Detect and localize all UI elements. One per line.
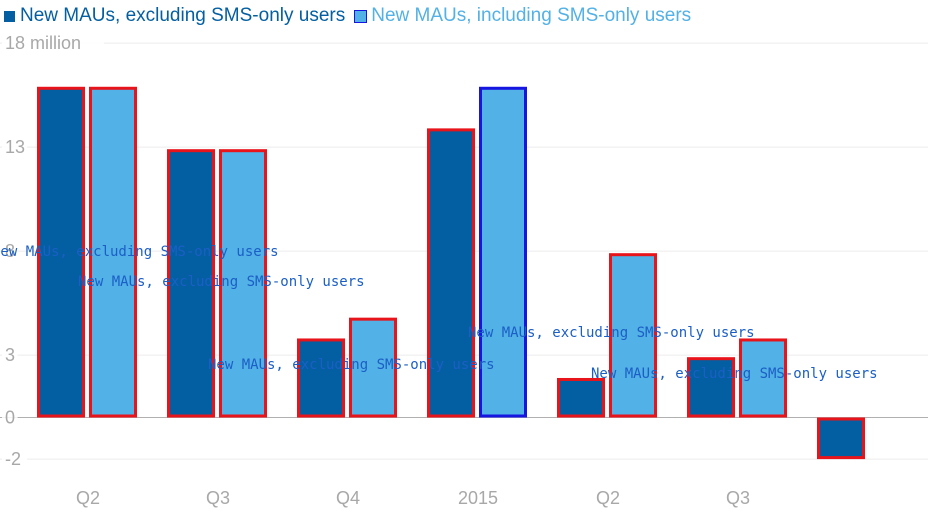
bar-including-sms[interactable] [349,317,397,418]
legend-swatch-series-2 [354,9,368,23]
bar-including-sms[interactable] [219,149,267,418]
bar-excluding-sms[interactable] [557,377,605,418]
x-tick-label: Q2 [76,488,100,508]
hover-label: New MAUs, excluding SMS-only users [208,357,495,373]
bar-excluding-sms[interactable] [427,128,475,418]
legend-label-series-2: New MAUs, including SMS-only users [371,5,692,26]
x-tick-label: Q3 [206,488,230,508]
y-tick-label-bg [2,136,28,159]
bar-including-sms[interactable] [89,86,137,418]
y-tick-label: 13 [5,137,25,157]
bar-excluding-sms[interactable] [817,417,865,460]
y-tick-label-bg [2,32,104,55]
x-tick-label: Q2 [596,488,620,508]
y-tick-label: 18 million [5,33,81,53]
y-tick-label-bg [2,406,18,429]
legend-item-series-1[interactable]: New MAUs, excluding SMS-only users [4,5,345,27]
hover-label: New MAUs, excluding SMS-only users [591,366,878,382]
bar-excluding-sms[interactable] [687,357,735,418]
chart-legend: New MAUs, excluding SMS-only users New M… [4,4,701,28]
legend-swatch-series-1 [4,10,15,22]
bar-including-sms[interactable] [479,86,527,418]
y-tick-label: 8 [5,241,15,261]
bar-including-sms[interactable] [739,338,787,418]
y-tick-label-bg [2,448,28,471]
y-tick-label-bg [2,344,18,367]
bar-excluding-sms[interactable] [37,86,85,418]
bar-excluding-sms[interactable] [297,338,345,418]
hover-label: New MAUs, excluding SMS-only users [0,244,279,260]
y-tick-label: 0 [5,408,15,428]
legend-item-series-2[interactable]: New MAUs, including SMS-only users [354,5,692,27]
x-tick-label: Q3 [726,488,750,508]
x-tick-label: Q4 [336,488,360,508]
hover-label: New MAUs, excluding SMS-only users [468,325,755,341]
y-tick-label: -2 [5,449,21,469]
legend-label-series-1: New MAUs, excluding SMS-only users [20,5,346,26]
y-tick-label-bg [2,240,18,263]
x-tick-label: 2015 [458,488,498,508]
bar-excluding-sms[interactable] [167,149,215,418]
y-tick-label: 3 [5,345,15,365]
hover-label: New MAUs, excluding SMS-only users [78,274,365,290]
bar-including-sms[interactable] [609,253,657,418]
